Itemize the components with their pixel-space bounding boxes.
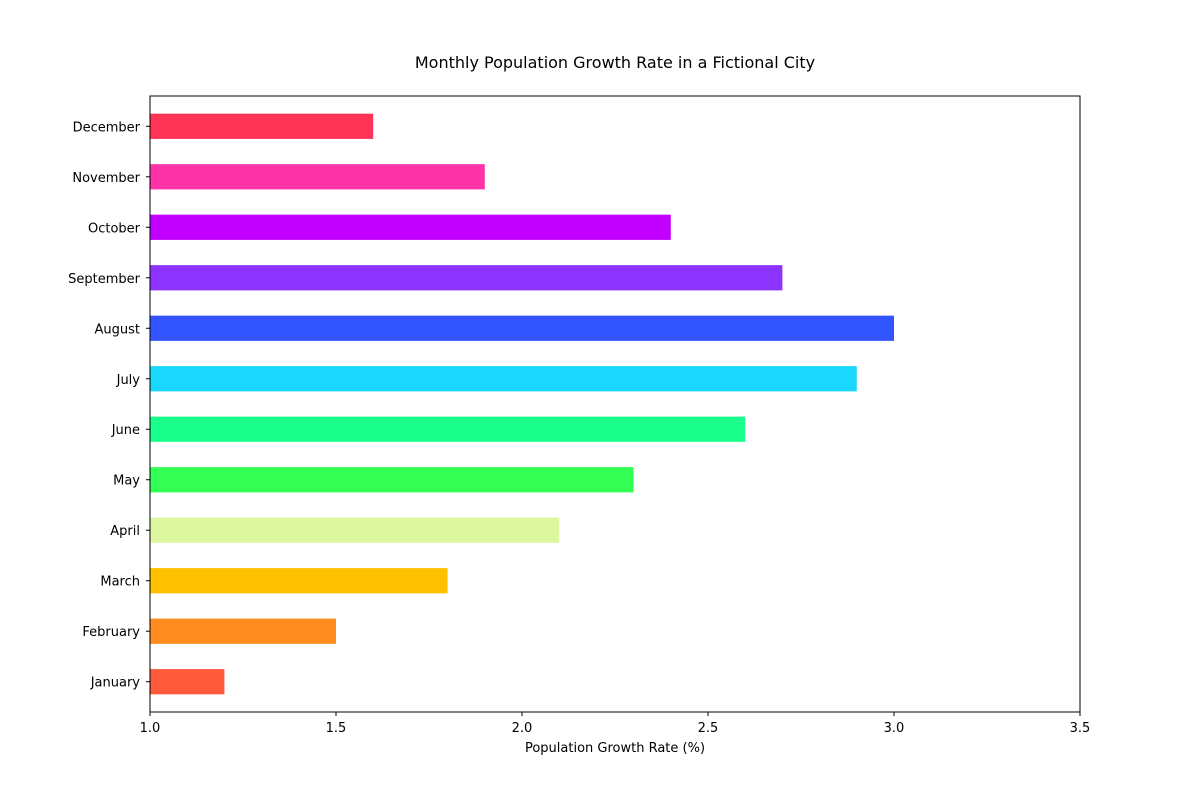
y-tick-label-november: November [72,171,140,186]
y-tick-label-february: February [82,625,140,640]
bar-march [150,568,448,594]
x-tick-label: 1.5 [326,721,347,736]
bar-december [150,113,374,139]
bar-october [150,214,671,240]
y-tick-label-october: October [88,221,141,236]
y-tick-label-april: April [110,524,140,539]
x-tick-label: 3.0 [884,721,905,736]
y-tick-label-august: August [95,322,141,337]
bar-january [150,669,225,695]
y-tick-label-july: July [116,373,141,388]
plot-frame [149,95,1081,713]
bars-group [150,113,894,695]
x-axis: 1.0 1.5 2.0 2.5 3.0 3.5 [140,712,1091,736]
bar-may [150,467,634,493]
y-tick-label-september: September [68,272,141,287]
bar-august [150,315,894,341]
x-tick-label: 2.0 [512,721,533,736]
y-tick-label-december: December [73,120,141,135]
y-tick-label-may: May [113,474,140,489]
y-tick-label-january: January [90,676,141,691]
bar-june [150,416,746,442]
y-tick-label-march: March [100,575,140,590]
chart-title: Monthly Population Growth Rate in a Fict… [415,53,815,72]
x-tick-label: 2.5 [698,721,719,736]
y-axis: January February March April May June July Augu… [68,120,150,691]
bar-april [150,517,560,543]
bar-september [150,265,783,291]
x-tick-label: 1.0 [140,721,161,736]
x-tick-label: 3.5 [1070,721,1091,736]
bar-february [150,618,336,644]
y-tick-label-june: June [111,423,140,438]
x-axis-label: Population Growth Rate (%) [525,741,705,756]
bar-november [150,164,485,190]
bar-july [150,366,857,392]
